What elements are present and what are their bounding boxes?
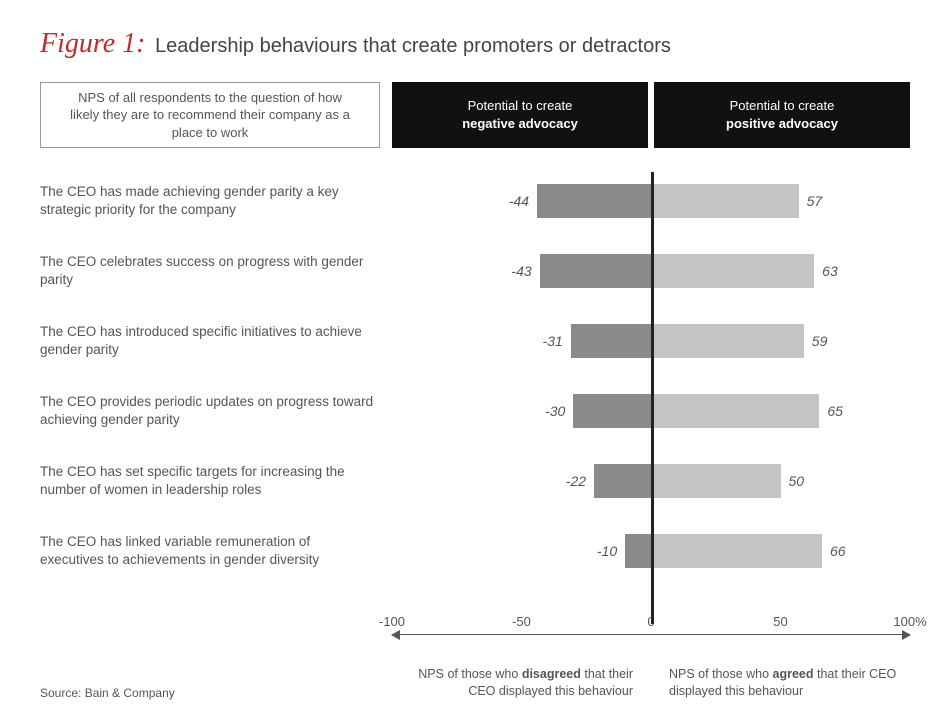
bar-positive	[651, 324, 804, 358]
chart-row: The CEO has made achieving gender parity…	[40, 172, 910, 230]
bar-negative	[540, 254, 651, 288]
chart-headers: NPS of all respondents to the question o…	[40, 82, 910, 148]
header-nps-question: NPS of all respondents to the question o…	[40, 82, 380, 148]
axis-tick: 50	[773, 614, 787, 629]
row-label: The CEO has set specific targets for inc…	[40, 463, 392, 499]
chart-row: The CEO celebrates success on progress w…	[40, 242, 910, 300]
value-negative: -10	[585, 534, 625, 568]
bar-positive	[651, 464, 781, 498]
bar-negative	[573, 394, 651, 428]
value-negative: -44	[497, 184, 537, 218]
bar-positive	[651, 184, 799, 218]
x-axis: -100-50050100%	[392, 620, 910, 652]
header-negative: Potential to create negative advocacy	[392, 82, 648, 148]
axis-caption-right: NPS of those who agreed that their CEO d…	[651, 666, 910, 700]
row-label: The CEO has introduced specific initiati…	[40, 323, 392, 359]
bar-positive	[651, 534, 822, 568]
bar-negative	[625, 534, 651, 568]
value-negative: -43	[500, 254, 540, 288]
axis-line	[392, 634, 910, 635]
row-label: The CEO celebrates success on progress w…	[40, 253, 392, 289]
header-pos-line2: positive advocacy	[726, 115, 838, 133]
row-label: The CEO provides periodic updates on pro…	[40, 393, 392, 429]
axis-captions: NPS of those who disagreed that their CE…	[392, 666, 910, 700]
chart-row: The CEO provides periodic updates on pro…	[40, 382, 910, 440]
value-positive: 59	[804, 324, 844, 358]
chart-row: The CEO has set specific targets for inc…	[40, 452, 910, 510]
value-negative: -22	[554, 464, 594, 498]
axis-tick: -50	[512, 614, 531, 629]
value-positive: 66	[822, 534, 862, 568]
axis-zero-line	[651, 172, 654, 624]
axis-caption-left: NPS of those who disagreed that their CE…	[392, 666, 651, 700]
header-neg-line2: negative advocacy	[462, 115, 578, 133]
axis-tick: 100%	[893, 614, 926, 629]
chart-rows: The CEO has made achieving gender parity…	[40, 172, 910, 580]
figure-title: Figure 1: Leadership behaviours that cre…	[40, 28, 910, 60]
source: Source: Bain & Company	[40, 686, 175, 700]
figure-title-text: Leadership behaviours that create promot…	[155, 35, 671, 57]
bar-negative	[571, 324, 651, 358]
chart-row: The CEO has linked variable remuneration…	[40, 522, 910, 580]
header-neg-line1: Potential to create	[468, 98, 573, 113]
bar-positive	[651, 254, 814, 288]
bar-negative	[594, 464, 651, 498]
row-bars: -44 57	[392, 184, 910, 218]
value-negative: -30	[533, 394, 573, 428]
bar-positive	[651, 394, 819, 428]
axis-tick: -100	[379, 614, 405, 629]
value-positive: 50	[781, 464, 821, 498]
chart-row: The CEO has introduced specific initiati…	[40, 312, 910, 370]
header-positive: Potential to create positive advocacy	[654, 82, 910, 148]
value-positive: 57	[799, 184, 839, 218]
value-positive: 65	[819, 394, 859, 428]
figure-label: Figure 1:	[40, 28, 150, 59]
bar-negative	[537, 184, 651, 218]
value-positive: 63	[814, 254, 854, 288]
header-pos-line1: Potential to create	[730, 98, 835, 113]
row-label: The CEO has made achieving gender parity…	[40, 183, 392, 219]
value-negative: -31	[531, 324, 571, 358]
row-label: The CEO has linked variable remuneration…	[40, 533, 392, 569]
